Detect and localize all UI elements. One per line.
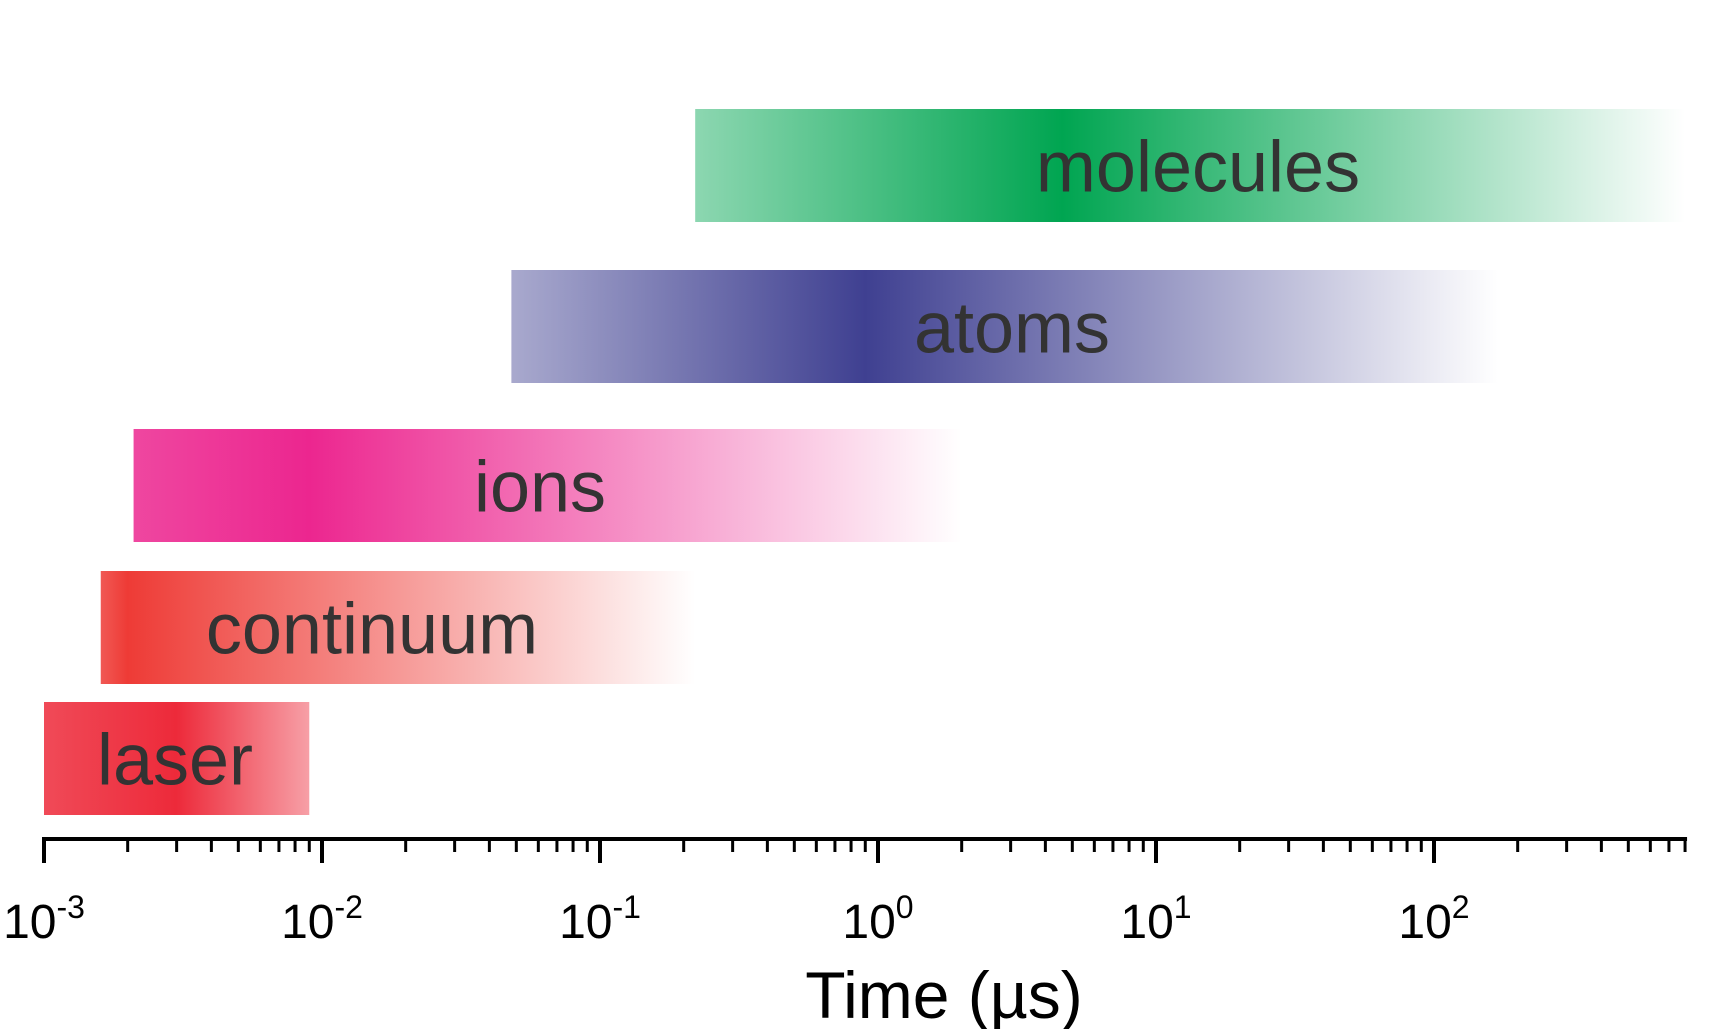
x-tick-label: 101 [1120,889,1191,949]
bar-label-continuum: continuum [206,590,538,670]
bar-label-atoms: atoms [914,289,1110,369]
bar-label-laser: laser [97,721,253,801]
bar-laser [44,702,310,815]
x-axis-title: Time (µs) [805,958,1083,1029]
bars-layer: laser continuum ions atoms molecules [44,109,1686,815]
x-tick-label: 10-3 [3,889,85,949]
x-tick-label: 10-2 [281,889,363,949]
x-axis: 10-3 10-2 10-1 100 101 102 [3,837,1688,949]
x-tick-label: 100 [842,889,913,949]
bar-molecules [695,109,1686,222]
bar-label-molecules: molecules [1036,128,1360,208]
x-tick-label: 10-1 [559,889,641,949]
bar-label-ions: ions [474,448,606,528]
bar-continuum [100,571,696,684]
bar-atoms [511,270,1499,383]
bar-ions [133,429,962,542]
x-tick-label: 102 [1398,889,1469,949]
